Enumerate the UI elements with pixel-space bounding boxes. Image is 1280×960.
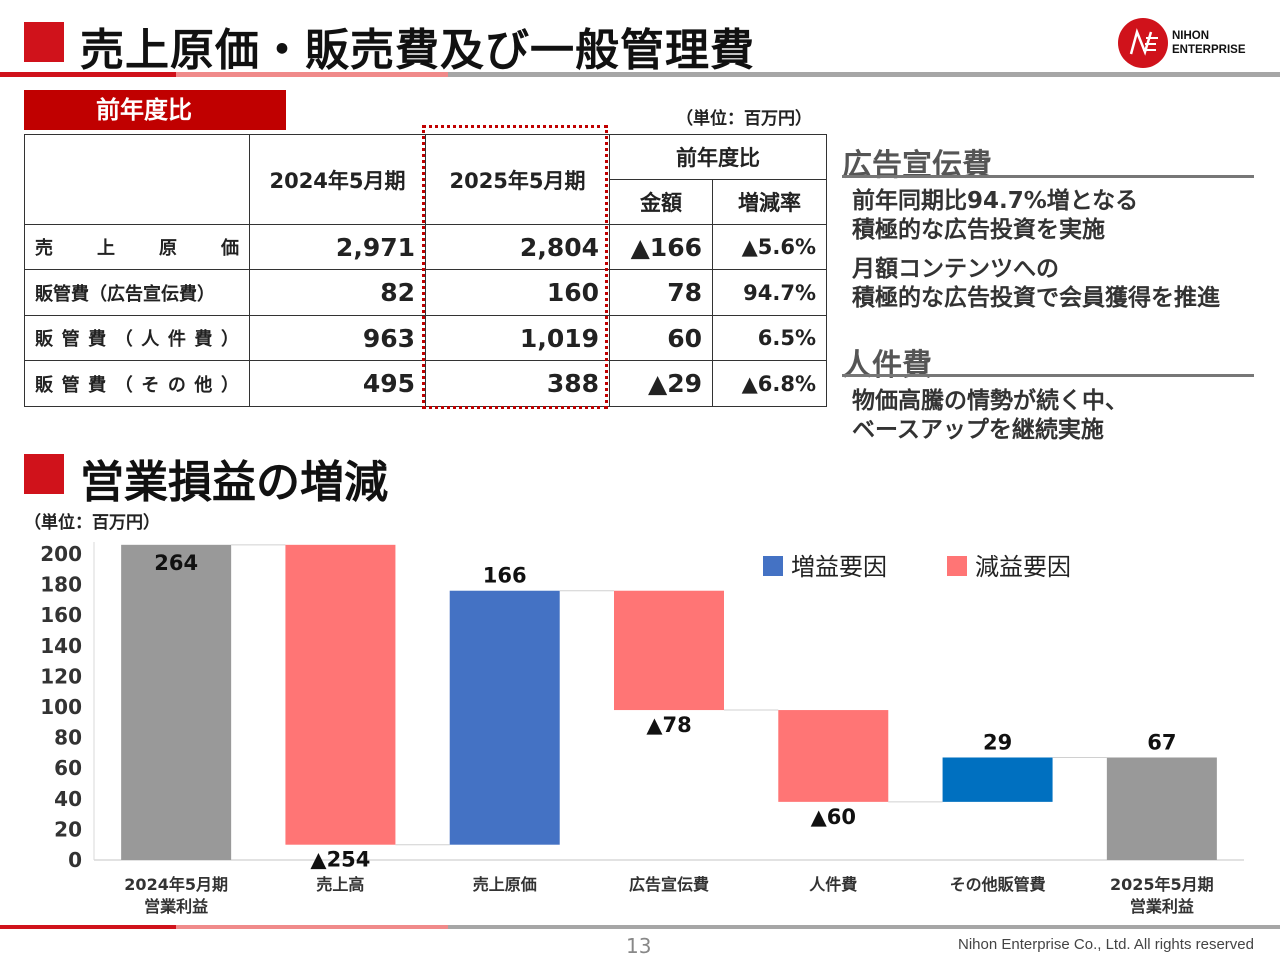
bar	[449, 590, 560, 845]
hr-text-line1: 物価高騰の情勢が続く中、	[852, 388, 1128, 414]
value-diff: 78	[609, 269, 713, 316]
footer-rule-red	[0, 925, 176, 929]
hr-text-line2: ベースアップを継続実施	[852, 417, 1104, 443]
value-rate: ▲5.6%	[712, 224, 827, 270]
header-rule-gray	[448, 72, 1280, 77]
ad-text-line3: 月額コンテンツへの	[852, 256, 1059, 282]
y-tick-label: 160	[40, 603, 82, 627]
data-label: 67	[1147, 730, 1176, 754]
value-rate: 6.5%	[712, 315, 827, 361]
table-row: 売上原価 2,971 2,804 ▲166 ▲5.6%	[24, 224, 827, 270]
value-2025: 1,019	[425, 315, 610, 361]
row-label: 販管費（人件費）	[24, 315, 250, 361]
y-tick-label: 40	[54, 787, 82, 811]
category-label: 営業利益	[1130, 897, 1194, 916]
data-label: 29	[983, 730, 1012, 754]
value-rate: ▲6.8%	[712, 360, 827, 407]
ad-text-line1: 前年同期比94.7%増となる	[852, 188, 1139, 214]
section2-title: 営業損益の増減	[80, 457, 388, 508]
col-header-rate: 増減率	[712, 179, 827, 225]
value-2024: 2,971	[249, 224, 426, 270]
value-2024: 82	[249, 269, 426, 316]
category-label: 人件費	[809, 875, 857, 894]
bar	[285, 544, 396, 845]
category-label: 売上高	[316, 875, 364, 894]
y-tick-label: 120	[40, 664, 82, 688]
y-tick-label: 20	[54, 817, 82, 841]
legend-decrease-swatch	[947, 556, 967, 576]
copyright: Nihon Enterprise Co., Ltd. All rights re…	[958, 936, 1254, 953]
header-rule-red	[0, 72, 176, 77]
page-title: 売上原価・販売費及び一般管理費	[80, 25, 755, 76]
category-label: 2024年5月期	[124, 875, 228, 894]
hr-heading-rule	[842, 374, 1254, 377]
value-rate: 94.7%	[712, 269, 827, 316]
data-label: ▲60	[811, 805, 856, 829]
col-header-2024: 2024年5月期	[249, 134, 426, 225]
ad-heading-rule	[842, 175, 1254, 178]
value-diff: 60	[609, 315, 713, 361]
y-tick-label: 180	[40, 573, 82, 597]
bar	[614, 590, 724, 711]
col-header-amount: 金額	[609, 179, 713, 225]
table-unit-label: （単位：百万円）	[676, 109, 812, 129]
value-diff: ▲166	[609, 224, 713, 270]
table-row: 販管費（広告宣伝費） 82 160 78 94.7%	[24, 269, 827, 316]
ad-text-line4: 積極的な広告投資で会員獲得を推進	[852, 285, 1220, 311]
ad-text-line2: 積極的な広告投資を実施	[852, 217, 1105, 243]
y-tick-label: 200	[40, 542, 82, 566]
value-diff: ▲29	[609, 360, 713, 407]
value-2025: 388	[425, 360, 610, 407]
category-label: 営業利益	[144, 897, 208, 916]
company-logo: NIHON ENTERPRISE	[1118, 18, 1278, 68]
table-row: 販管費（人件費） 963 1,019 60 6.5%	[24, 315, 827, 361]
y-tick-label: 100	[40, 695, 82, 719]
row-label: 売上原価	[24, 224, 250, 270]
bar	[778, 710, 889, 802]
comparison-tag: 前年度比	[24, 90, 286, 130]
logo-text-line2: ENTERPRISE	[1172, 44, 1246, 56]
data-label: 166	[483, 564, 527, 588]
logo-emblem-icon	[1118, 18, 1168, 68]
section2-marker	[24, 454, 64, 494]
legend-increase-swatch	[763, 556, 783, 576]
bar	[121, 544, 232, 860]
category-label: 2025年5月期	[1110, 875, 1214, 894]
legend-decrease-label: 減益要因	[975, 553, 1071, 581]
category-label: 広告宣伝費	[629, 875, 709, 894]
y-tick-label: 140	[40, 634, 82, 658]
table-row: 販管費（その他） 495 388 ▲29 ▲6.8%	[24, 360, 827, 407]
value-2024: 963	[249, 315, 426, 361]
value-2025: 160	[425, 269, 610, 316]
row-label: 販管費（広告宣伝費）	[24, 269, 250, 316]
cost-table: 2024年5月期 2025年5月期 前年度比 金額 増減率 売上原価 2,971…	[24, 134, 827, 407]
legend-increase-label: 増益要因	[791, 553, 887, 581]
data-label: ▲78	[646, 713, 691, 737]
y-tick-label: 0	[68, 848, 82, 872]
logo-text-line1: NIHON	[1172, 30, 1210, 42]
data-label: ▲254	[310, 848, 370, 872]
table-corner-cell	[24, 134, 250, 225]
footer-rule-pink	[176, 925, 448, 929]
y-tick-label: 60	[54, 756, 82, 780]
y-tick-label: 80	[54, 726, 82, 750]
bar	[1106, 757, 1217, 860]
page-number: 13	[626, 934, 652, 958]
row-label: 販管費（その他）	[24, 360, 250, 407]
col-header-yoy: 前年度比	[609, 134, 827, 180]
chart-unit-label: （単位：百万円）	[24, 513, 160, 533]
category-label: 売上原価	[473, 875, 537, 894]
hr-heading: 人件費	[842, 348, 932, 383]
category-label: その他販管費	[950, 875, 1046, 894]
highlight-frame-2025	[422, 125, 608, 409]
data-label: 264	[154, 551, 198, 575]
bar	[942, 757, 1053, 802]
footer-rule-gray	[448, 925, 1280, 929]
value-2025: 2,804	[425, 224, 610, 270]
title-marker	[24, 22, 64, 62]
header-rule-pink	[176, 72, 448, 77]
value-2024: 495	[249, 360, 426, 407]
